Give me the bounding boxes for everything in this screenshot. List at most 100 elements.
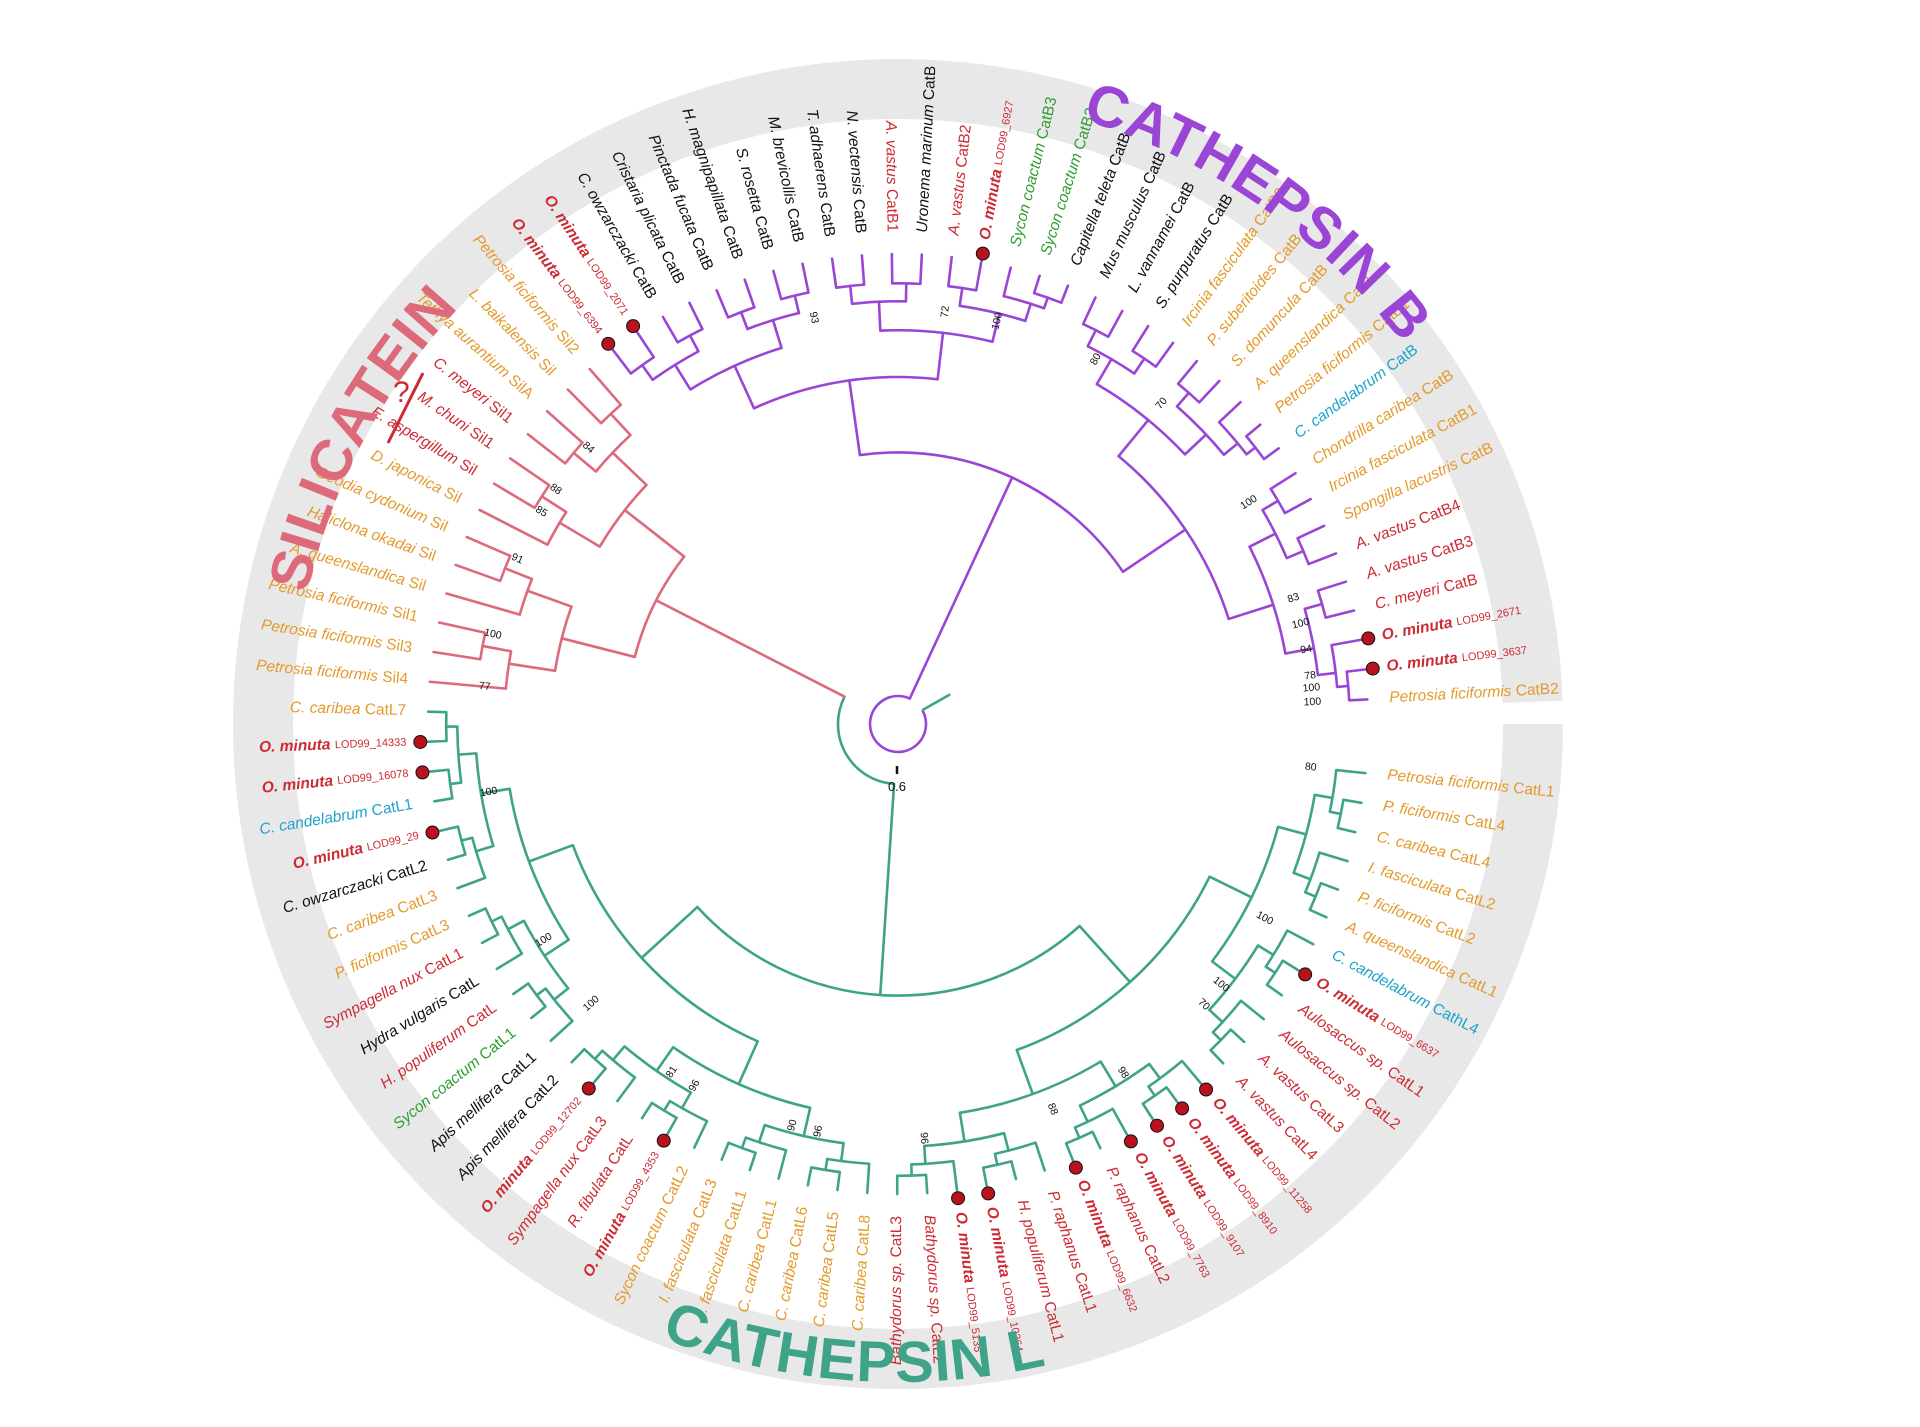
tip-species: O. minuta [983,1205,1014,1283]
tip-branch [588,367,623,407]
tip-branch [1296,524,1326,540]
tip-branch [666,1116,678,1135]
internal-branch [1183,433,1208,456]
tip-branch [830,257,838,289]
support-value: 83 [1286,591,1301,606]
internal-branch [611,451,648,487]
tip-suffix: CatL3 [1305,1096,1347,1137]
tip-suffix: CatB [783,207,807,244]
omin-dot [413,734,428,749]
tip-branch [952,1159,959,1192]
internal-branch [640,363,654,382]
tip-branch [1081,296,1097,326]
tip-suffix: CatL4 [1463,812,1507,836]
tip-branch [495,952,524,971]
internal-branch [908,476,1014,700]
tip-suffix: CatL3 [690,1177,721,1222]
node-arc [764,1123,844,1145]
internal-branch [1256,944,1275,957]
internal-branch [1002,1131,1010,1152]
internal-branch [572,451,598,473]
scale-bar: 0.6 [888,766,906,794]
tip-branch [429,768,450,773]
internal-branch [1284,647,1316,655]
omin-dot [1298,967,1313,982]
omin-dot [975,246,990,261]
tip-species: Petrosia ficiformis [1386,767,1514,797]
support-value: 91 [510,551,526,567]
node-arc [1269,488,1287,514]
tip-branch [454,563,502,583]
internal-branch [506,919,526,931]
tip-suffix: CatL1 [1512,780,1555,801]
internal-branch [654,599,846,698]
tip-branch [1131,324,1150,353]
node-arc [508,788,570,941]
tip-suffix: CatL1 [754,1198,781,1242]
tip-suffix: CatL1 [370,796,414,820]
tip-branch [1197,379,1221,404]
tip-branch [636,331,656,359]
tip-suffix: Sil1 [391,603,420,625]
tip-branch [508,457,551,487]
omin-dot [981,1186,996,1201]
node-arc [1074,1107,1114,1129]
tip-branch [1342,798,1363,805]
node-arc [1330,644,1339,688]
tip-branch [480,933,500,945]
tip-suffix: CatB3 [1429,533,1475,562]
internal-branch [1276,825,1308,836]
tip-branch [772,269,783,301]
node-arc [1079,1062,1151,1107]
omin-dot [581,1081,596,1096]
tip-branch [692,1119,709,1149]
internal-branch [552,987,570,1001]
tip-branch [1032,274,1041,295]
tip-species: A. vastus [1363,546,1434,583]
tip-suffix: CatB [921,65,940,100]
node-arc [745,1136,787,1152]
node-arc [689,346,782,391]
internal-branch [1264,965,1277,975]
internal-branch [527,843,575,863]
tip-suffix: Sil3 [385,636,413,657]
node-arc [1245,435,1266,460]
internal-branch [771,318,783,350]
internal-branch [1211,1030,1223,1042]
tip-species: H. populiferum [1014,1198,1057,1304]
tip-branch [924,1173,929,1195]
tip-species: C. caribea [735,1238,770,1315]
tip-suffix: LOD99_14333 [335,736,407,751]
internal-branch [1261,499,1280,512]
internal-branch [457,752,478,756]
tip-branch [1316,580,1348,592]
support-value: 72 [939,305,952,318]
tip-suffix: CatL2 [659,1164,692,1209]
internal-branch [1175,391,1191,408]
node-arc [911,1159,954,1166]
tip-branch [1239,999,1266,1021]
tip-label: C. owzarczacki CatB [573,170,659,302]
tip-branch [801,262,810,294]
tip-suffix: CatB [816,201,838,238]
node-arc [1248,546,1287,654]
omin-dot [951,1191,966,1206]
internal-branch [448,781,463,786]
tip-suffix: CatL1 [498,1049,540,1089]
tip-suffix: LOD99_29 [366,830,421,854]
node-arc [897,1173,927,1178]
tip-branch [1324,609,1356,619]
tip-branch [616,1076,637,1103]
internal-branch [680,1091,693,1110]
node-arc [677,327,704,344]
internal-branch [1248,532,1277,548]
support-value: 93 [807,311,821,325]
internal-branch [1303,602,1324,611]
tip-label: S. purpuratus CatB [1152,191,1237,312]
tip-species: C. caribea [811,1252,838,1329]
support-value: 70 [1153,395,1170,412]
internal-branch [1078,924,1132,984]
node-arc [544,987,574,1022]
internal-branch [662,1099,672,1112]
node-arc [564,441,584,465]
